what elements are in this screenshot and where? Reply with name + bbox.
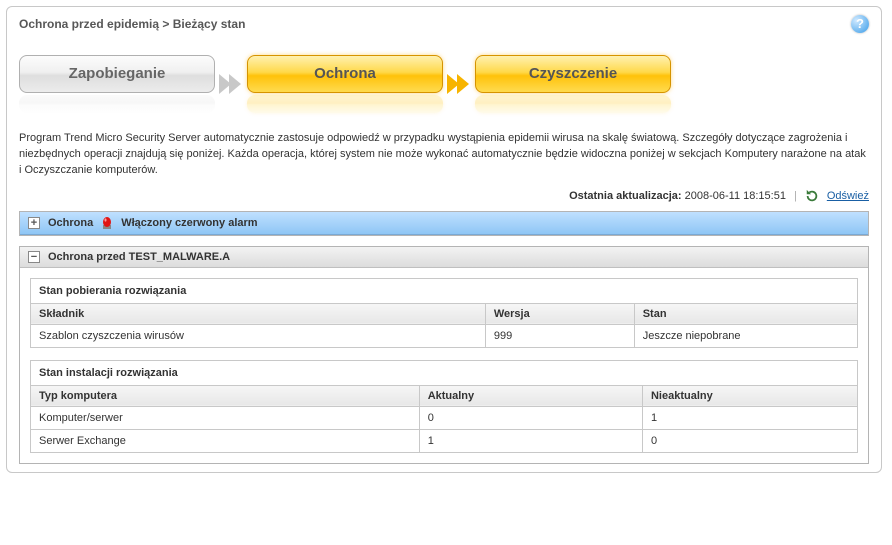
install-section-title: Stan instalacji rozwiązania <box>30 360 858 385</box>
stage-clean-reflection <box>475 95 671 113</box>
cell-current: 1 <box>419 429 642 452</box>
cell-version: 999 <box>485 324 634 347</box>
table-row: Szablon czyszczenia wirusów 999 Jeszcze … <box>31 324 858 347</box>
alert-panel: + Ochrona Włączony czerwony alarm <box>19 211 869 236</box>
description-text: Program Trend Micro Security Server auto… <box>7 121 881 185</box>
threat-panel-body: Stan pobierania rozwiązania Składnik Wer… <box>20 268 868 463</box>
chevron-icon <box>449 74 469 94</box>
alarm-icon <box>101 216 113 230</box>
table-row: Komputer/serwer 0 1 <box>31 406 858 429</box>
col-status: Stan <box>634 303 857 324</box>
stage-prevent-button[interactable]: Zapobieganie <box>19 55 215 93</box>
help-icon[interactable]: ? <box>851 15 869 33</box>
header: Ochrona przed epidemią > Bieżący stan ? <box>7 7 881 39</box>
refresh-link[interactable]: Odśwież <box>827 190 869 202</box>
col-current: Aktualny <box>419 385 642 406</box>
cell-component: Szablon czyszczenia wirusów <box>31 324 486 347</box>
col-component: Składnik <box>31 303 486 324</box>
updated-label: Ostatnia aktualizacja: <box>569 190 682 202</box>
col-type: Typ komputera <box>31 385 420 406</box>
main-panel: Ochrona przed epidemią > Bieżący stan ? … <box>6 6 882 473</box>
alarm-text: Włączony czerwony alarm <box>121 217 257 229</box>
stage-row: Zapobieganie Ochrona Czyszczenie <box>7 39 881 121</box>
stage-prevent-reflection <box>19 95 215 113</box>
chevron-icon <box>221 74 241 94</box>
cell-outdated: 0 <box>642 429 857 452</box>
stage-clean-button[interactable]: Czyszczenie <box>475 55 671 93</box>
cell-type: Komputer/serwer <box>31 406 420 429</box>
threat-panel-title: Ochrona przed TEST_MALWARE.A <box>48 251 230 263</box>
alert-panel-header: + Ochrona Włączony czerwony alarm <box>20 212 868 235</box>
separator: | <box>794 190 797 202</box>
stage-protect-reflection <box>247 95 443 113</box>
expand-icon[interactable]: + <box>28 217 40 229</box>
col-outdated: Nieaktualny <box>642 385 857 406</box>
updated-value: 2008-06-11 18:15:51 <box>685 190 786 202</box>
alert-panel-title: Ochrona <box>48 217 93 229</box>
table-row: Serwer Exchange 1 0 <box>31 429 858 452</box>
download-section-title: Stan pobierania rozwiązania <box>30 278 858 303</box>
updated-row: Ostatnia aktualizacja: 2008-06-11 18:15:… <box>7 185 881 211</box>
refresh-icon[interactable] <box>805 189 819 203</box>
install-table: Typ komputera Aktualny Nieaktualny Kompu… <box>30 385 858 453</box>
breadcrumb: Ochrona przed epidemią > Bieżący stan <box>19 17 245 31</box>
cell-current: 0 <box>419 406 642 429</box>
cell-outdated: 1 <box>642 406 857 429</box>
stage-protect-button[interactable]: Ochrona <box>247 55 443 93</box>
col-version: Wersja <box>485 303 634 324</box>
threat-panel: − Ochrona przed TEST_MALWARE.A Stan pobi… <box>19 246 869 464</box>
cell-status: Jeszcze niepobrane <box>634 324 857 347</box>
threat-panel-header: − Ochrona przed TEST_MALWARE.A <box>20 247 868 268</box>
download-table: Składnik Wersja Stan Szablon czyszczenia… <box>30 303 858 348</box>
collapse-icon[interactable]: − <box>28 251 40 263</box>
cell-type: Serwer Exchange <box>31 429 420 452</box>
